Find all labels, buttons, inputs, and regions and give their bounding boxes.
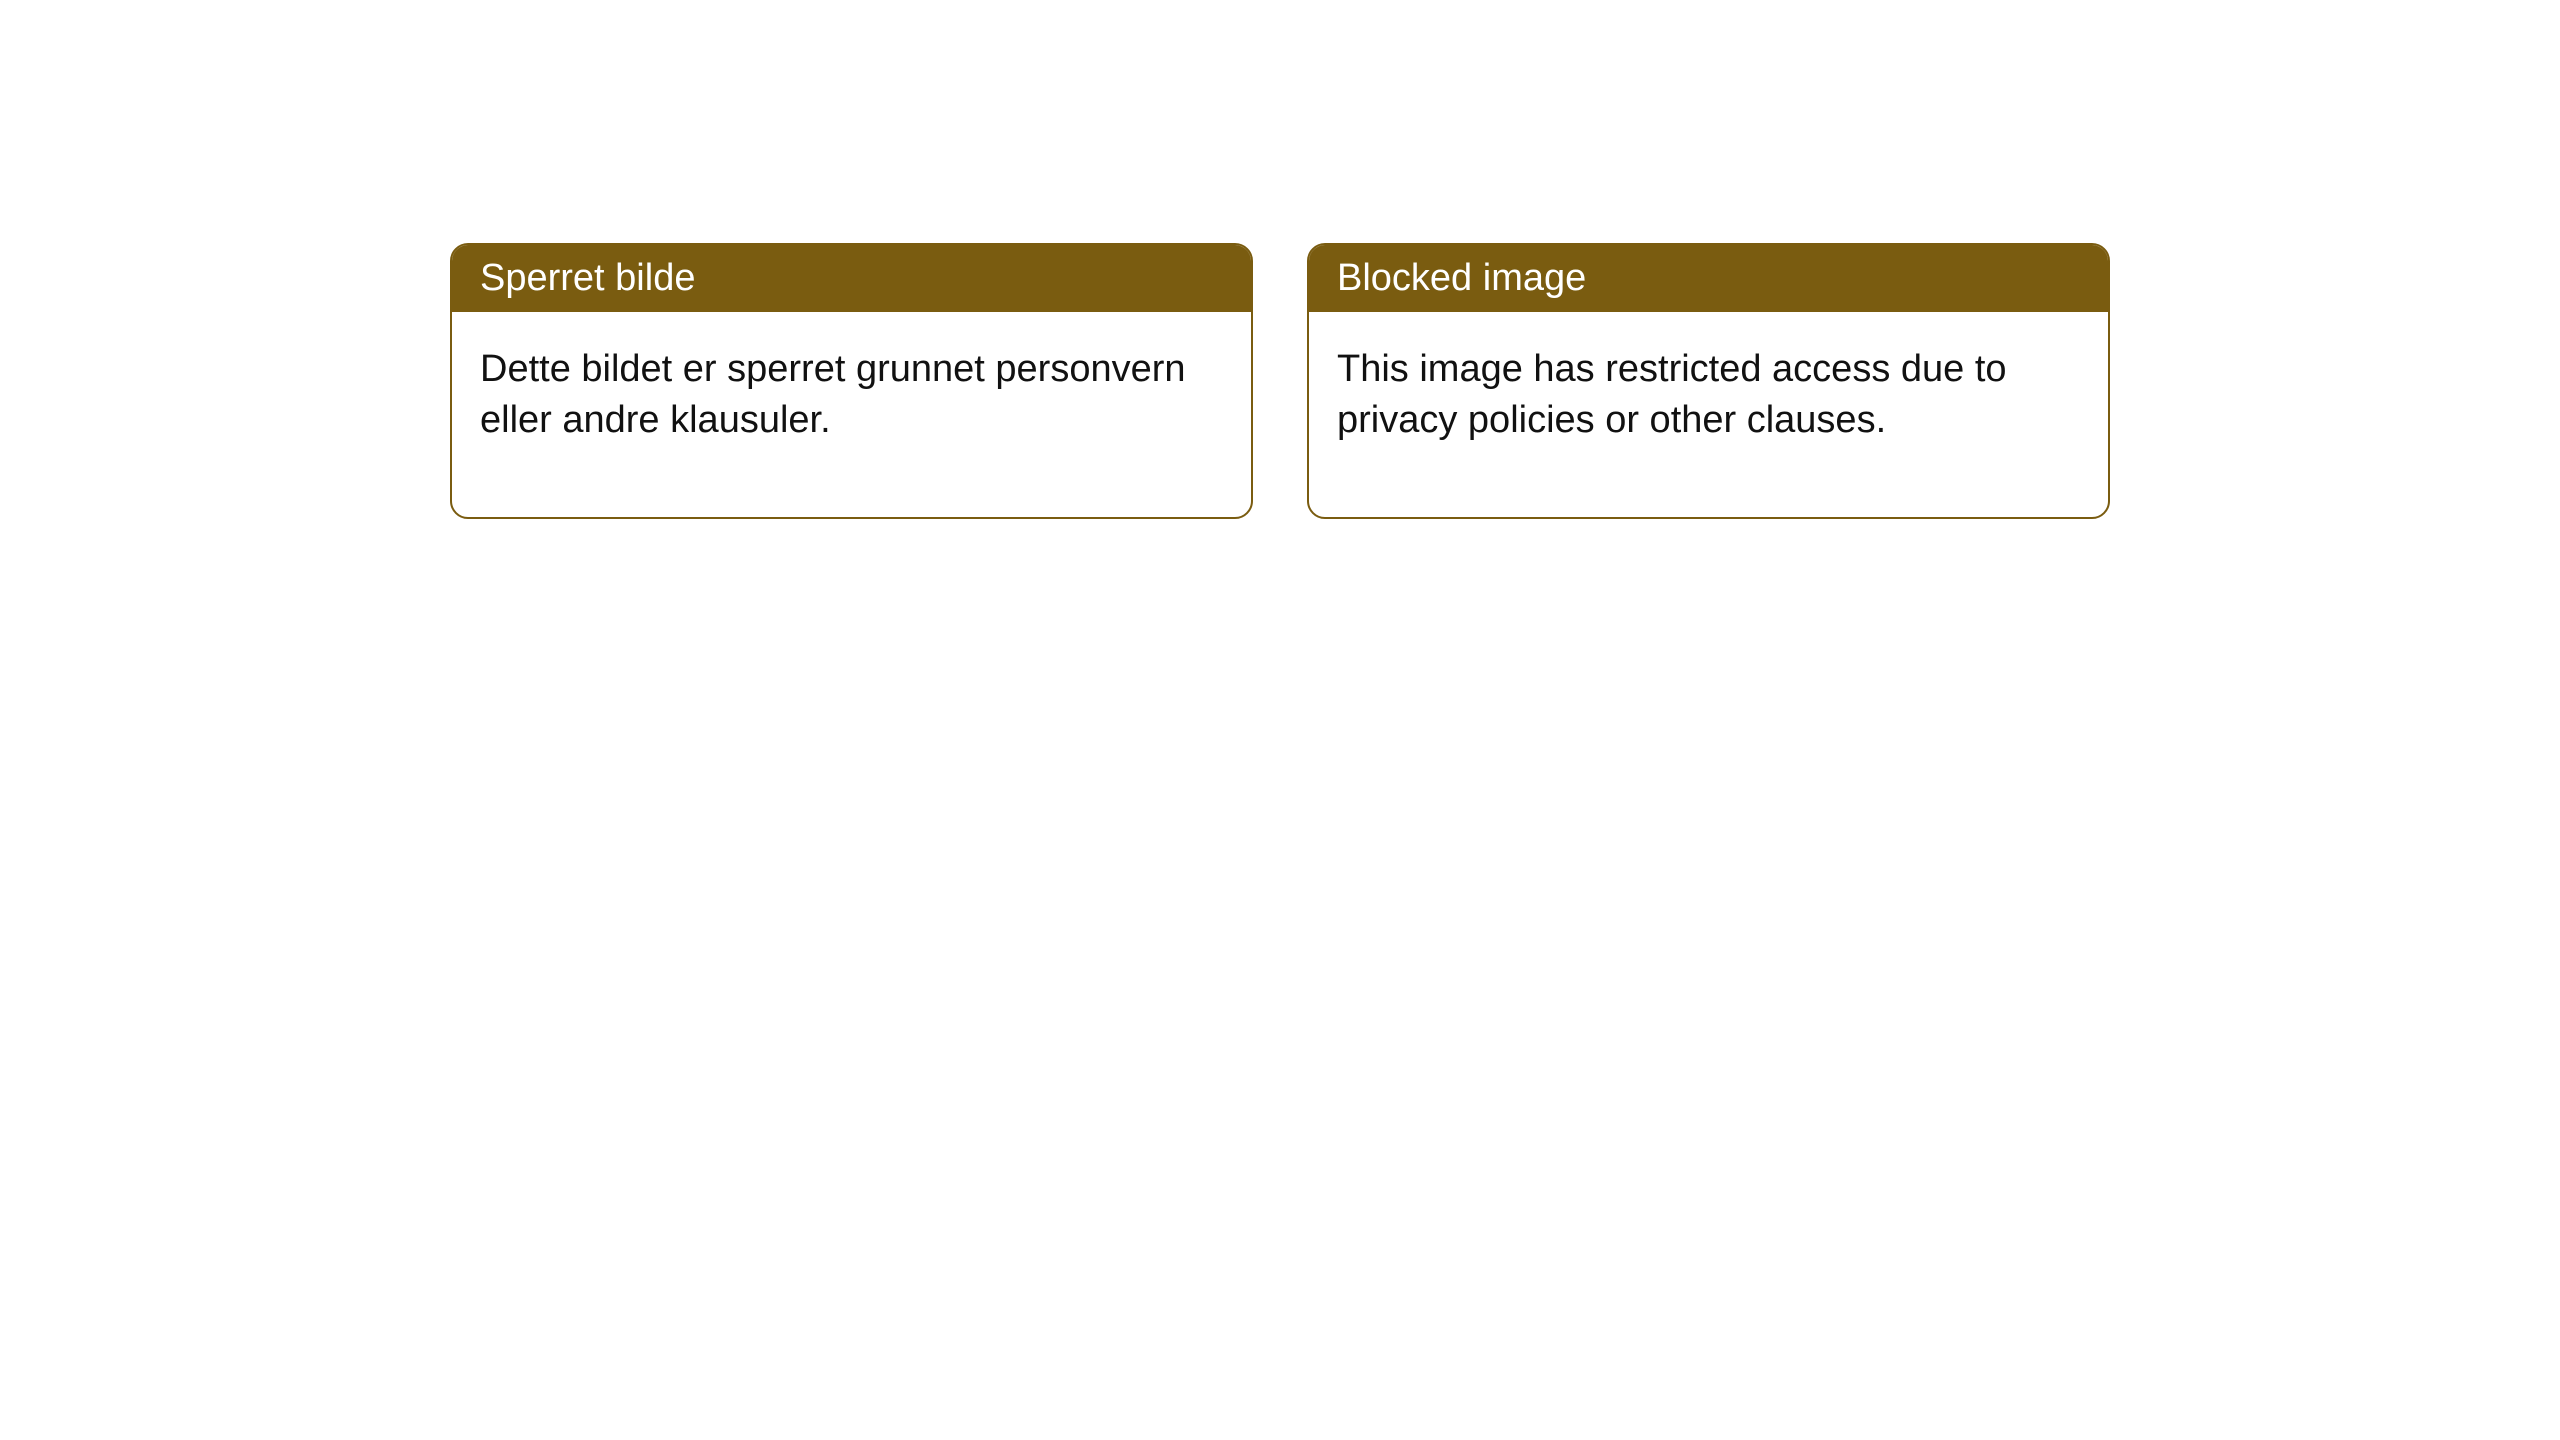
card-norwegian: Sperret bilde Dette bildet er sperret gr…: [450, 243, 1253, 519]
blocked-image-cards-container: Sperret bilde Dette bildet er sperret gr…: [0, 243, 2560, 519]
card-body-norwegian: Dette bildet er sperret grunnet personve…: [452, 312, 1251, 517]
card-english: Blocked image This image has restricted …: [1307, 243, 2110, 519]
card-body-english: This image has restricted access due to …: [1309, 312, 2108, 517]
card-header-norwegian: Sperret bilde: [452, 245, 1251, 312]
card-header-english: Blocked image: [1309, 245, 2108, 312]
